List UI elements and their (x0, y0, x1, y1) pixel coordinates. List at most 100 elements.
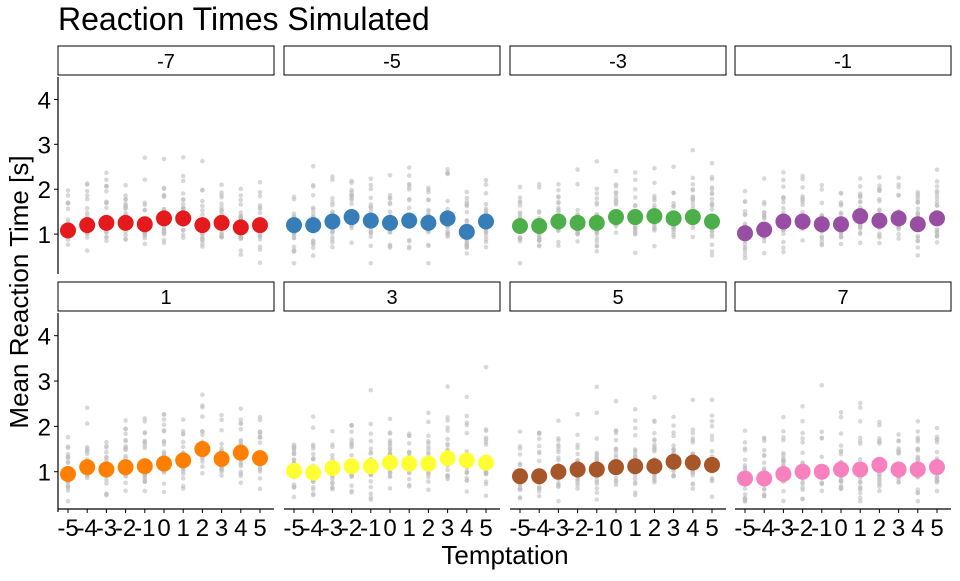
x-tick-label: -1 (360, 515, 381, 542)
raw-trial-point (219, 467, 224, 473)
raw-trial-point (877, 419, 882, 425)
raw-trial-point (65, 188, 71, 193)
raw-trial-point (838, 486, 844, 492)
raw-trial-point (556, 449, 561, 455)
raw-trial-point (690, 439, 696, 445)
raw-trial-point (536, 181, 542, 187)
raw-trial-point (632, 250, 638, 256)
raw-trial-point (709, 253, 715, 258)
raw-trial-point (877, 488, 882, 494)
raw-trial-point (483, 364, 489, 370)
raw-trial-point (690, 147, 696, 153)
raw-trial-point (330, 456, 335, 462)
raw-trial-point (536, 431, 542, 436)
raw-trial-point (652, 449, 657, 454)
raw-trial-point (800, 238, 805, 243)
raw-trial-point (180, 476, 186, 481)
raw-trial-point (257, 469, 263, 474)
raw-trial-point (536, 484, 542, 490)
raw-trial-point (238, 235, 244, 241)
raw-trial-point (517, 184, 523, 190)
raw-trial-point (464, 209, 470, 215)
raw-trial-point (632, 229, 638, 234)
raw-trial-point (671, 203, 676, 209)
raw-trial-point (819, 436, 825, 441)
raw-trial-point (368, 451, 374, 456)
raw-trial-point (800, 173, 805, 179)
raw-trial-point (238, 193, 244, 198)
raw-trial-point (123, 446, 128, 451)
raw-trial-point (123, 431, 128, 437)
mean-point (531, 468, 548, 485)
raw-trial-point (406, 187, 412, 192)
raw-trial-point (257, 417, 263, 423)
raw-trial-point (123, 453, 128, 459)
raw-trial-point (742, 212, 748, 218)
raw-trial-point (200, 403, 205, 408)
raw-trial-point (838, 203, 844, 208)
mean-point (627, 209, 644, 226)
mean-point (608, 459, 624, 476)
raw-trial-point (690, 234, 696, 240)
raw-trial-point (761, 239, 767, 244)
raw-trial-point (575, 167, 580, 172)
raw-trial-point (857, 490, 863, 496)
raw-trial-point (142, 235, 148, 241)
raw-trial-point (330, 244, 335, 250)
raw-trial-point (406, 244, 412, 249)
raw-trial-point (426, 243, 431, 249)
mean-point (531, 218, 548, 235)
raw-trial-point (84, 451, 90, 457)
raw-trial-point (219, 446, 224, 451)
mean-point (871, 456, 888, 473)
raw-trial-point (800, 479, 805, 485)
raw-trial-point (594, 455, 600, 461)
raw-trial-point (142, 207, 148, 213)
raw-trial-point (330, 480, 335, 486)
raw-trial-point (594, 490, 600, 495)
raw-trial-point (838, 451, 844, 457)
raw-trial-point (709, 397, 715, 403)
raw-trial-point (690, 188, 696, 193)
raw-trial-point (613, 168, 619, 174)
raw-trial-point (387, 242, 393, 248)
mean-point (512, 468, 528, 485)
raw-trial-point (123, 488, 128, 493)
raw-trial-point (238, 202, 244, 207)
mean-point (286, 462, 302, 479)
raw-trial-point (742, 252, 748, 258)
raw-trial-point (761, 213, 767, 219)
raw-trial-point (200, 464, 205, 469)
raw-trial-point (349, 194, 354, 199)
raw-trial-point (180, 431, 186, 437)
raw-trial-point (65, 445, 71, 451)
raw-trial-point (915, 211, 921, 216)
facet-strip (734, 45, 952, 76)
mean-point (458, 452, 475, 469)
mean-point (756, 470, 773, 487)
raw-trial-point (896, 446, 901, 451)
raw-trial-point (65, 454, 71, 460)
raw-trial-point (291, 484, 297, 490)
raw-trial-point (781, 205, 786, 211)
raw-trial-point (690, 203, 696, 208)
x-tick-label: -1 (811, 515, 832, 542)
raw-trial-point (161, 481, 167, 487)
raw-trial-point (123, 182, 128, 188)
raw-trial-point (349, 189, 354, 195)
raw-trial-point (800, 450, 805, 456)
mean-point (117, 459, 134, 476)
raw-trial-point (800, 496, 805, 502)
raw-trial-point (742, 221, 748, 227)
x-tick-label: -3 (96, 515, 117, 542)
mean-point (60, 465, 76, 482)
raw-trial-point (896, 432, 901, 437)
raw-trial-point (161, 206, 167, 212)
x-tick-label: 0 (609, 515, 622, 542)
raw-trial-point (800, 436, 805, 441)
raw-trial-point (800, 485, 805, 490)
raw-trial-point (575, 432, 580, 438)
raw-trial-point (838, 410, 844, 415)
raw-trial-point (161, 451, 167, 456)
raw-trial-point (349, 422, 354, 428)
